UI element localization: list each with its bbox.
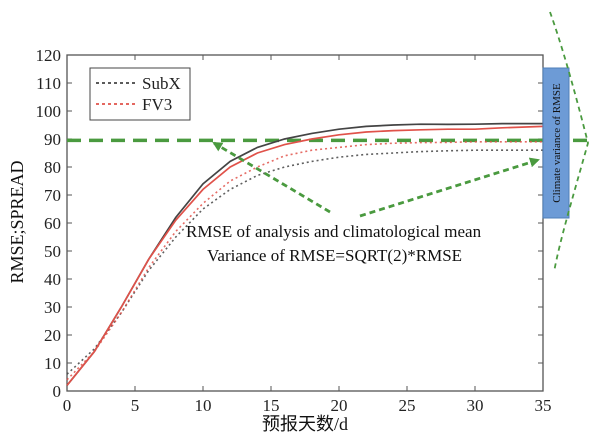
y-tick-label: 30 [44, 298, 61, 317]
y-axis: 0 10 20 30 40 50 60 70 80 90 100 110 120 [36, 46, 543, 401]
y-tick-label: 110 [36, 74, 61, 93]
annotation-variance-formula: Variance of RMSE=SQRT(2)*RMSE [207, 246, 462, 265]
legend-label-subx: SubX [142, 74, 181, 93]
legend-label-fv3: FV3 [142, 95, 172, 114]
y-tick-label: 20 [44, 326, 61, 345]
legend-box [89, 67, 191, 121]
x-tick-label: 10 [195, 396, 212, 415]
y-tick-label: 60 [44, 214, 61, 233]
x-axis-title: 预报天数/d [262, 414, 348, 434]
y-tick-label: 50 [44, 242, 61, 261]
annotation-arrow-left [212, 141, 331, 214]
climate-variance-bar [542, 67, 570, 219]
y-tick-label: 90 [44, 130, 61, 149]
series-subx-spread-line [66, 149, 543, 375]
series-layer [66, 122, 544, 386]
y-tick-label: 120 [36, 46, 62, 65]
y-axis-title: RMSE;SPREAD [7, 160, 27, 283]
y-tick-label: 70 [44, 186, 61, 205]
x-tick-label: 35 [535, 396, 552, 415]
x-axis: 0 5 10 15 20 25 30 35 [63, 55, 552, 415]
x-tick-label: 5 [131, 396, 140, 415]
x-tick-label: 0 [63, 396, 72, 415]
y-tick-label: 10 [44, 354, 61, 373]
series-fv3-spread-line [66, 141, 543, 381]
y-tick-label: 100 [36, 102, 62, 121]
y-tick-label: 0 [53, 382, 62, 401]
x-tick-label: 20 [331, 396, 348, 415]
y-tick-label: 40 [44, 270, 61, 289]
x-tick-label: 25 [399, 396, 416, 415]
x-tick-label: 15 [263, 396, 280, 415]
y-tick-label: 80 [44, 158, 61, 177]
annotation-arrow-right [359, 157, 540, 218]
series-fv3-rmse-line [66, 125, 544, 386]
climate-variance-label: Climate variance of RMSE [551, 83, 563, 203]
climate-variance-bracket [549, 11, 589, 273]
annotation-rmse-analysis: RMSE of analysis and climatological mean [186, 222, 482, 241]
x-tick-label: 30 [467, 396, 484, 415]
